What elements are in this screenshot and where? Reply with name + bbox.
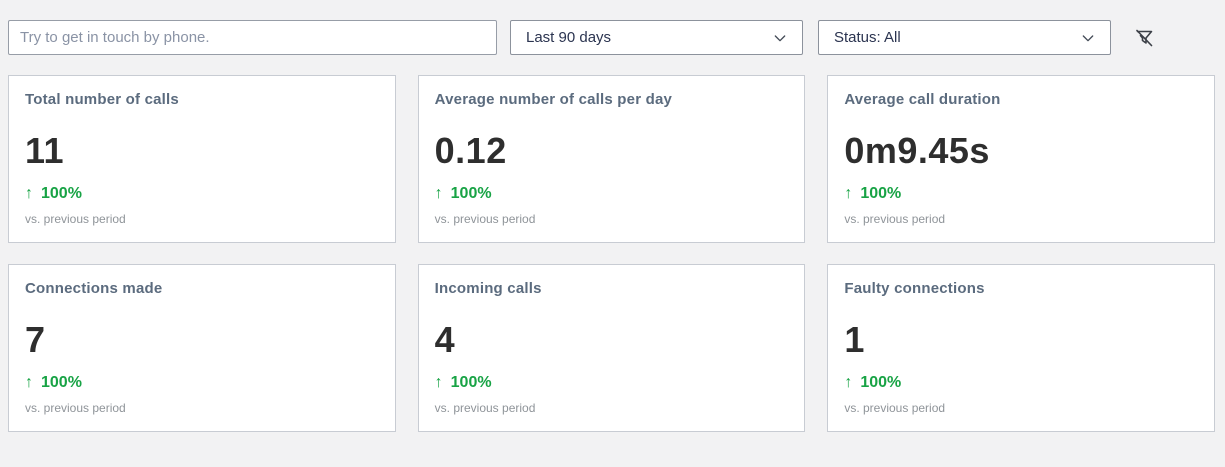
arrow-up-icon: ↑: [844, 374, 853, 391]
date-range-value: Last 90 days: [526, 29, 612, 46]
trend-percent: 100%: [450, 185, 492, 202]
card-trend: ↑ 100%: [844, 373, 1198, 393]
trend-percent: 100%: [860, 185, 902, 202]
card-trend: ↑ 100%: [435, 184, 789, 204]
card-title: Total number of calls: [25, 91, 179, 108]
chevron-down-icon: [1080, 30, 1096, 46]
card-value: 0m9.45s: [844, 130, 990, 171]
trend-percent: 100%: [41, 185, 82, 202]
stat-card-avg-call-duration: Average call duration 0m9.45s ↑ 100% vs.…: [827, 75, 1215, 243]
clear-filters-button[interactable]: [1128, 22, 1160, 54]
card-footnote: vs. previous period: [844, 212, 946, 226]
filter-bar: Last 90 days Status: All: [8, 20, 1215, 55]
arrow-up-icon: ↑: [25, 374, 33, 391]
card-title: Average call duration: [844, 91, 1001, 108]
trend-percent: 100%: [860, 374, 902, 391]
card-footnote: vs. previous period: [434, 212, 536, 226]
card-footnote: vs. previous period: [844, 401, 946, 415]
stats-card-grid: Total number of calls 11 ↑ 100% vs. prev…: [8, 75, 1215, 432]
chevron-down-icon: [772, 30, 788, 46]
card-trend: ↑ 100%: [25, 373, 379, 393]
status-value: Status: All: [834, 29, 901, 46]
arrow-up-icon: ↑: [25, 185, 33, 202]
card-footnote: vs. previous period: [434, 401, 536, 415]
arrow-up-icon: ↑: [844, 185, 853, 202]
card-trend: ↑ 100%: [25, 184, 379, 204]
card-value: 7: [25, 319, 46, 360]
card-title: Faulty connections: [844, 280, 985, 297]
date-range-dropdown[interactable]: Last 90 days: [510, 20, 803, 55]
card-value: 4: [434, 319, 456, 360]
card-value: 1: [844, 319, 865, 360]
stat-card-incoming-calls: Incoming calls 4 ↑ 100% vs. previous per…: [417, 264, 806, 432]
filter-off-icon: [1132, 26, 1156, 50]
card-title: Connections made: [25, 280, 163, 297]
card-footnote: vs. previous period: [25, 212, 126, 226]
arrow-up-icon: ↑: [434, 185, 443, 202]
trend-percent: 100%: [450, 374, 492, 391]
search-input[interactable]: [8, 20, 497, 55]
card-footnote: vs. previous period: [25, 401, 126, 415]
arrow-up-icon: ↑: [434, 374, 443, 391]
stat-card-faulty-connections: Faulty connections 1 ↑ 100% vs. previous…: [827, 264, 1215, 432]
stat-card-total-calls: Total number of calls 11 ↑ 100% vs. prev…: [8, 75, 396, 243]
status-dropdown[interactable]: Status: All: [818, 20, 1111, 55]
card-title: Incoming calls: [434, 280, 542, 297]
card-value: 0.12: [434, 130, 507, 171]
trend-percent: 100%: [41, 374, 82, 391]
card-trend: ↑ 100%: [435, 373, 789, 393]
card-title: Average number of calls per day: [434, 91, 673, 108]
card-value: 11: [25, 130, 65, 171]
card-trend: ↑ 100%: [844, 184, 1198, 204]
stat-card-connections-made: Connections made 7 ↑ 100% vs. previous p…: [8, 264, 396, 432]
stat-card-avg-calls-per-day: Average number of calls per day 0.12 ↑ 1…: [417, 75, 806, 243]
